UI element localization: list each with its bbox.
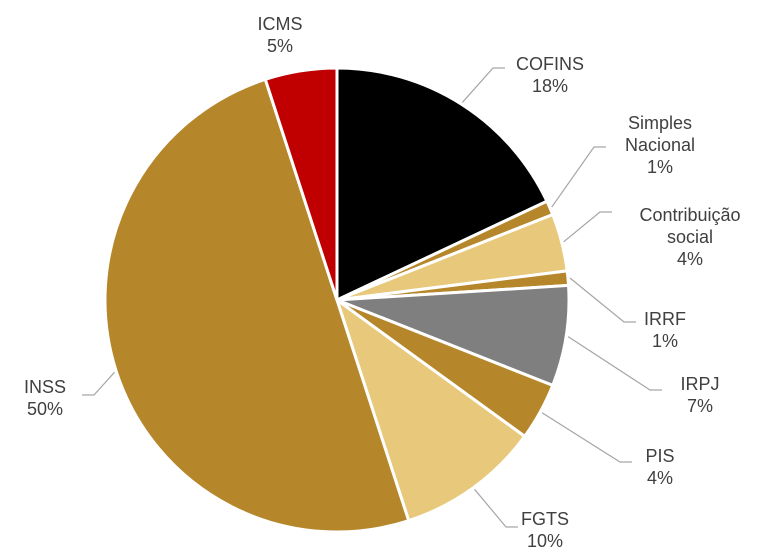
- leader-line: [474, 488, 518, 528]
- value-label: 18%: [531, 76, 569, 96]
- value-label: 50%: [26, 399, 64, 419]
- pie-slice: [103, 77, 411, 534]
- slice-label: PIS 4%: [645, 445, 674, 489]
- category-label: PIS: [645, 446, 675, 466]
- value-label: 10%: [526, 531, 564, 551]
- slice-label: IRPJ 7%: [680, 373, 719, 417]
- slice-label: ICMS 5%: [258, 13, 303, 57]
- value-label: 7%: [686, 396, 714, 416]
- category-label: IRPJ: [680, 374, 720, 394]
- leader-line: [567, 336, 662, 391]
- value-label: 1%: [646, 157, 673, 177]
- leader-line: [569, 277, 636, 323]
- slice-label: FGTS 10%: [521, 508, 569, 552]
- pie-slice: [263, 66, 339, 301]
- leader-line: [563, 211, 612, 243]
- pie-slice: [334, 296, 527, 523]
- slice-label: Contribuição social 4%: [639, 204, 740, 270]
- category-label: FGTS: [521, 509, 569, 529]
- value-label: 5%: [266, 36, 293, 56]
- leader-line: [82, 371, 115, 396]
- pie-slice: [335, 66, 549, 303]
- leader-line: [461, 67, 505, 103]
- slice-label: IRRF 1%: [644, 308, 686, 352]
- category-label: IRRF: [644, 309, 686, 329]
- category-label: INSS: [23, 377, 67, 397]
- category-label: ICMS: [257, 14, 303, 34]
- category-label: Simples Nacional: [624, 113, 696, 155]
- category-label: Contribuição social: [639, 205, 741, 247]
- value-label: 1%: [651, 331, 678, 351]
- leader-line: [551, 146, 606, 208]
- value-label: 4%: [676, 249, 703, 269]
- slice-label: COFINS 18%: [516, 53, 584, 97]
- category-label: COFINS: [515, 54, 585, 74]
- slice-label: INSS 50%: [24, 376, 66, 420]
- pie-slice: [336, 283, 571, 388]
- leader-line: [541, 412, 632, 463]
- value-label: 4%: [646, 468, 674, 488]
- slice-label: Simples Nacional 1%: [625, 112, 695, 178]
